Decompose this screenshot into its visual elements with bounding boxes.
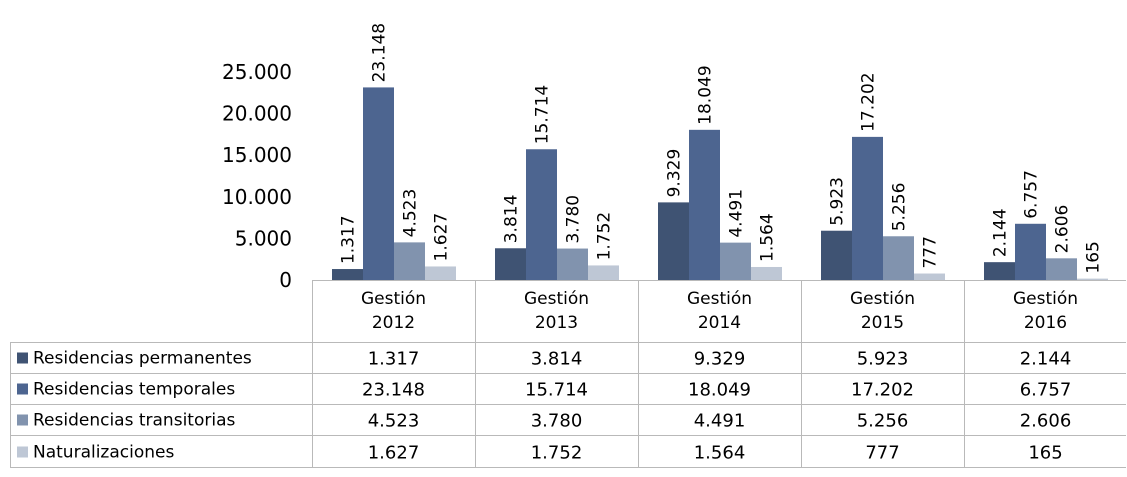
table-cell-value: 1.752 — [531, 443, 583, 464]
category-label: 2014 — [698, 313, 741, 333]
table-cell-value: 1.564 — [694, 443, 746, 464]
table-cell-value: 3.780 — [531, 411, 583, 432]
table-cell-value: 2.144 — [1020, 349, 1072, 370]
bar — [658, 202, 689, 280]
bar — [495, 248, 526, 280]
y-tick-label: 20.000 — [222, 102, 292, 126]
table-cell-value: 9.329 — [694, 349, 746, 370]
series-name: Residencias permanentes — [33, 349, 252, 369]
bar-value-label: 165 — [1084, 241, 1104, 273]
bar-value-label: 3.814 — [502, 195, 522, 244]
bar-value-label: 4.491 — [727, 189, 747, 238]
category-label: Gestión — [524, 289, 589, 309]
legend-key — [17, 446, 28, 458]
bar-value-label: 23.148 — [370, 23, 390, 82]
bar-value-label: 2.606 — [1053, 205, 1073, 254]
bar-value-label: 1.317 — [339, 215, 359, 264]
table-cell-value: 6.757 — [1020, 380, 1072, 401]
table-cell-value: 165 — [1028, 443, 1062, 464]
y-tick-label: 15.000 — [222, 143, 292, 167]
table-cell-value: 2.606 — [1020, 411, 1072, 432]
bar — [751, 266, 782, 280]
category-label: 2016 — [1024, 313, 1067, 333]
bar-value-label: 777 — [921, 236, 941, 268]
bar — [914, 273, 945, 280]
bar — [689, 129, 720, 280]
y-axis: 0 5.000 10.000 15.000 20.000 25.000 — [222, 60, 292, 292]
category-label: 2012 — [372, 313, 415, 333]
bar-value-label: 2.144 — [991, 208, 1011, 257]
bar — [588, 265, 619, 280]
bar — [557, 248, 588, 280]
legend-key — [17, 352, 28, 364]
category-label: Gestión — [687, 289, 752, 309]
y-tick-label: 25.000 — [222, 60, 292, 84]
table-cell-value: 5.256 — [857, 411, 909, 432]
y-tick-label: 0 — [279, 268, 292, 292]
bar — [363, 87, 394, 281]
bar-value-label: 17.202 — [859, 72, 879, 131]
table-cell-value: 17.202 — [851, 380, 914, 401]
series-name: Residencias transitorias — [33, 411, 235, 431]
category-label: Gestión — [361, 289, 426, 309]
bar — [526, 149, 557, 280]
bar — [425, 266, 456, 280]
data-labels: 1.317 23.148 4.523 1.627 3.814 15.714 3.780 1.7… — [339, 23, 1104, 274]
plot-area — [332, 87, 1108, 281]
bar — [720, 242, 751, 280]
table-cell-value: 15.714 — [525, 380, 588, 401]
y-tick-label: 10.000 — [222, 185, 292, 209]
bar-value-label: 1.752 — [595, 212, 615, 261]
bar-value-label: 1.627 — [432, 213, 452, 262]
bar — [332, 269, 363, 280]
bar — [883, 236, 914, 280]
table-cell-value: 1.317 — [368, 349, 420, 370]
bar-value-label: 5.923 — [828, 177, 848, 226]
series-name: Naturalizaciones — [33, 443, 174, 463]
table-cell-value: 1.627 — [368, 443, 420, 464]
table-cell-value: 3.814 — [531, 349, 583, 370]
bar — [852, 136, 883, 280]
bar — [1077, 278, 1108, 280]
bar-value-label: 1.564 — [758, 213, 778, 262]
series-name: Residencias temporales — [33, 380, 235, 400]
bar — [394, 242, 425, 280]
table-cell-value: 777 — [865, 443, 899, 464]
y-tick-label: 5.000 — [235, 226, 292, 250]
bar — [1015, 223, 1046, 280]
data-table: Gestión 2012 Gestión 2013 Gestión 2014 Gestión… — [10, 280, 1126, 468]
bar-value-label: 4.523 — [401, 189, 421, 238]
bar-value-label: 15.714 — [533, 85, 553, 144]
legend-key — [17, 383, 28, 395]
bar-value-label: 6.757 — [1022, 170, 1042, 219]
bar — [984, 262, 1015, 280]
category-label: 2015 — [861, 313, 904, 333]
bar-value-label: 9.329 — [665, 149, 685, 198]
table-cell-value: 5.923 — [857, 349, 909, 370]
table-cell-value: 4.523 — [368, 411, 420, 432]
table-cell-value: 23.148 — [362, 380, 425, 401]
bar-value-label: 18.049 — [696, 65, 716, 124]
table-cell-value: 18.049 — [688, 380, 751, 401]
bar-value-label: 3.780 — [564, 195, 584, 244]
table-cell-value: 4.491 — [694, 411, 746, 432]
category-label: 2013 — [535, 313, 578, 333]
bar — [1046, 258, 1077, 280]
category-label: Gestión — [850, 289, 915, 309]
category-label: Gestión — [1013, 289, 1078, 309]
bar-value-label: 5.256 — [890, 183, 910, 232]
legend-key — [17, 414, 28, 426]
bar — [821, 230, 852, 280]
